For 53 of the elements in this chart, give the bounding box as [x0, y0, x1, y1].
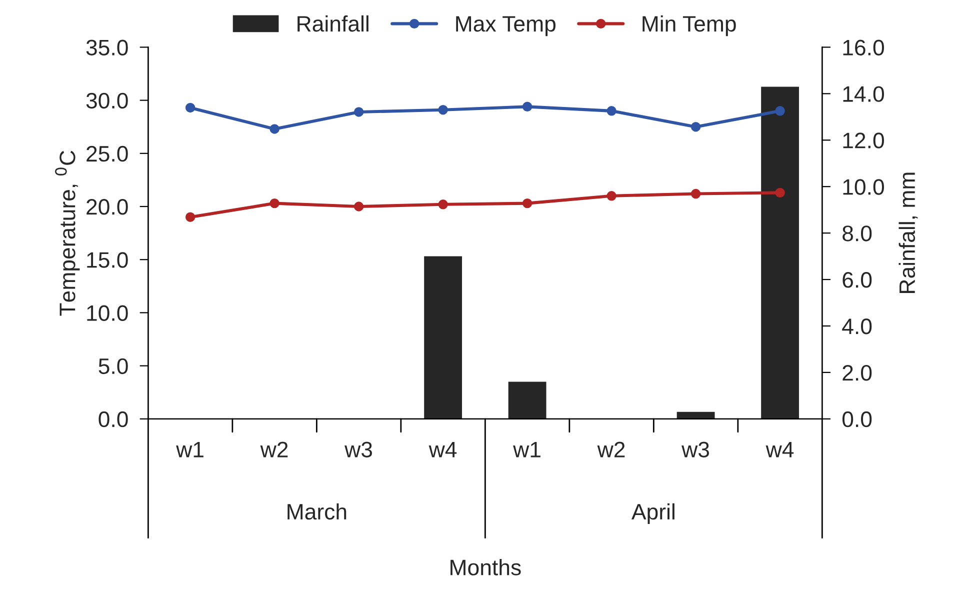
point [270, 198, 280, 208]
y2-axis-title: Rainfall, mm [898, 172, 918, 293]
y-tick-label: 20.0 [86, 199, 128, 215]
point [522, 198, 532, 208]
y2-tick-label: 14.0 [843, 86, 884, 102]
y2-tick-label: 8.0 [842, 226, 872, 242]
point [354, 202, 364, 212]
y2-tick-label: 16.0 [843, 40, 884, 56]
y-tick-label: 15.0 [87, 252, 128, 268]
legend-label: Max Temp [456, 16, 556, 36]
point [606, 191, 616, 201]
point [438, 104, 448, 115]
y-tick-label: 5.0 [98, 358, 128, 374]
legend-label: Min Temp [642, 15, 736, 36]
y-tick-label: 10.0 [87, 305, 128, 321]
bar [676, 412, 715, 419]
y2-tick-label: 10.0 [843, 179, 884, 195]
bar [508, 382, 546, 419]
point [185, 102, 196, 113]
y-tick-label: 0.0 [98, 411, 128, 428]
point [775, 188, 785, 198]
point [690, 122, 701, 132]
x-tick-label: w2 [260, 442, 288, 458]
y2-tick-label: 12.0 [843, 132, 884, 148]
x-tick-label: w3 [344, 442, 372, 458]
point [690, 188, 701, 199]
point [522, 102, 532, 112]
x-tick-label: w2 [597, 442, 625, 458]
point [775, 106, 785, 116]
y2-tick-label: 4.0 [842, 318, 872, 334]
point [185, 212, 196, 222]
legend-label: Rainfall [298, 15, 368, 32]
x-tick-label: w4 [428, 442, 457, 458]
point [354, 107, 364, 117]
x-tick-label: w3 [682, 442, 710, 458]
point [438, 200, 448, 210]
point [270, 124, 280, 134]
y2-tick-label: 6.0 [842, 272, 872, 288]
x-tick-label: w4 [766, 442, 794, 458]
y2-tick-label: 0.0 [842, 411, 872, 428]
x-tick-label: w1 [176, 442, 204, 458]
y-tick-label: 35.0 [86, 40, 128, 56]
x-tick-label: w1 [513, 442, 540, 458]
text: March [288, 503, 346, 520]
y2-tick-label: 2.0 [842, 364, 872, 381]
y-tick-label: 30.0 [86, 92, 128, 109]
bar [761, 86, 799, 419]
point [606, 106, 616, 116]
bar [424, 256, 462, 419]
y-axis-title: Temperature, $^{0}$C [55, 150, 80, 316]
text: April [631, 503, 674, 524]
y-tick-label: 25.0 [86, 146, 128, 162]
x-axis-title: Months [450, 559, 521, 576]
